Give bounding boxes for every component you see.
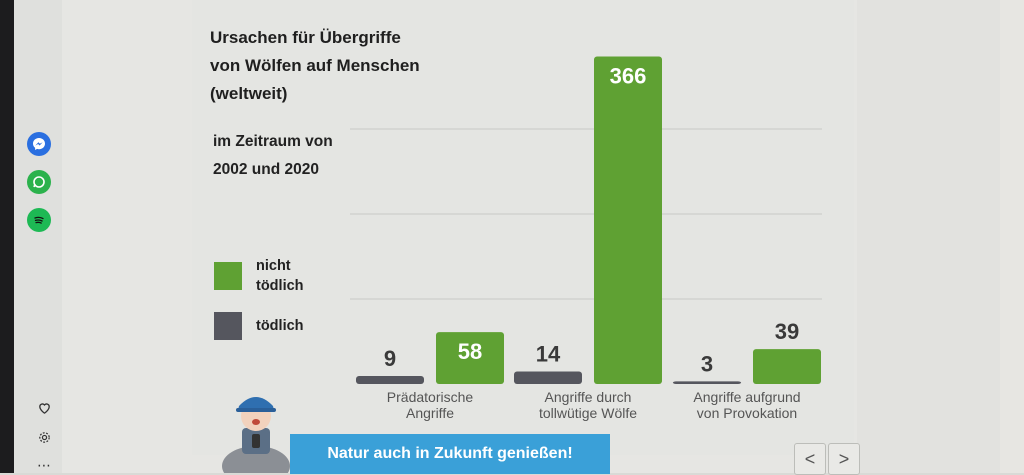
mascot-illustration [222,397,290,473]
spotify-icon[interactable] [27,208,51,232]
more-icon[interactable]: ⋯ [37,456,51,473]
screen-bezel-left [0,0,14,473]
data-label: 3 [701,351,713,376]
legend-label: tödlich [256,318,304,334]
legend-item-nicht-toedlich: nicht tödlich [214,256,316,296]
chart-title-line: von Wölfen auf Menschen [210,56,420,75]
bar-toedlich [673,381,741,384]
whatsapp-icon[interactable] [27,170,51,194]
bar-nicht-toedlich [436,332,504,384]
chart-subtitle-line: im Zeitraum von [213,133,333,150]
category-label: Angriffe durch [545,389,632,405]
bar-nicht-toedlich [753,349,821,384]
heart-icon[interactable] [34,397,54,417]
gear-icon[interactable] [34,427,54,447]
chart-subtitle-line: 2002 und 2020 [213,161,319,178]
screen-bezel-right [1000,0,1024,473]
legend-swatch [214,312,242,340]
chart-title: Ursachen für Übergriffe von Wölfen auf M… [210,24,460,108]
legend-swatch [214,262,242,290]
chart-title-line: (weltweit) [210,84,288,103]
legend-item-toedlich: tödlich [214,312,316,340]
category-label: von Provokation [697,405,797,421]
data-label: 9 [384,346,396,371]
legend-label: nicht tödlich [256,258,304,294]
data-label: 39 [775,319,799,344]
chart-title-line: Ursachen für Übergriffe [210,28,401,47]
prev-button[interactable]: < [794,443,826,475]
browser-sidebar: ⋯ [14,0,67,473]
messenger-icon[interactable] [27,132,51,156]
next-button[interactable]: > [828,443,860,475]
data-label: 366 [610,64,647,89]
data-label: 14 [536,341,561,366]
bar-nicht-toedlich [594,56,662,385]
bar-toedlich [356,375,424,384]
category-label: tollwütige Wölfe [539,405,637,421]
bar-toedlich [514,371,582,384]
promo-banner[interactable]: Natur auch in Zukunft genießen! [290,434,610,474]
data-label: 58 [458,339,482,364]
category-label: Angriffe aufgrund [693,389,800,405]
category-label: Prädatorische [387,389,474,405]
chart-subtitle: im Zeitraum von 2002 und 2020 [213,128,373,184]
category-label: Angriffe [406,405,454,421]
